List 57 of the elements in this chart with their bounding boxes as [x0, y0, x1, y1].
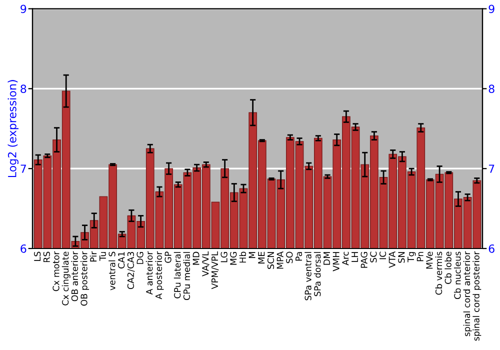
x-tick-label: Cx motor — [52, 251, 60, 292]
x-tick-label: LH — [352, 252, 358, 262]
x-tick-label: VMH — [332, 252, 340, 272]
y-axis-title: Log2 (expression) — [8, 80, 18, 178]
x-tick-label: CPu lateral — [174, 252, 181, 298]
x-tick-label: SO — [286, 252, 293, 264]
x-tick-label: Arc — [342, 252, 349, 266]
y-tick-label: 8 — [20, 84, 26, 94]
x-tick-label: SC — [370, 252, 377, 262]
x-tick-label: VPM/VPL — [212, 251, 219, 290]
x-tick-label: VTA — [388, 251, 396, 268]
x-tick-label: VA/VL — [202, 251, 210, 276]
y2-tick-label: 8 — [488, 84, 494, 94]
x-tick-label: Cb lobe — [444, 252, 452, 284]
x-tick-label: OB posterior — [80, 251, 90, 306]
x-tick-label: Cx cingulate — [62, 252, 70, 306]
x-tick-label: CPu medial — [183, 252, 190, 300]
y2-tick-label: 6 — [488, 244, 494, 253]
x-tick-label: Pn — [416, 252, 424, 262]
x-tick-label: MG — [230, 252, 237, 265]
x-tick-label: Tg — [408, 252, 416, 262]
x-tick-label: A posterior — [155, 251, 164, 300]
y-tick-label: 9 — [20, 4, 26, 14]
y2-tick-label: 7 — [488, 164, 494, 173]
y2-tick-label: 9 — [488, 4, 494, 14]
x-tick-label: PAG — [360, 252, 368, 268]
x-tick-label: MPA — [276, 251, 284, 269]
x-tick-label: GP — [164, 252, 172, 263]
x-tick-label: Pa — [296, 252, 302, 261]
x-tick-label: DM — [324, 252, 330, 265]
x-tick-label: SPa ventral — [304, 252, 312, 300]
x-tick-label: CA1 — [118, 252, 125, 268]
x-tick-label: ME — [258, 252, 265, 264]
x-tick-label: Pir — [90, 251, 97, 262]
x-tick-label: SCN — [267, 252, 274, 269]
x-tick-label: ventral S — [108, 252, 116, 290]
x-tick-label: M — [248, 252, 256, 258]
x-tick-label: spinal cord anterior — [463, 251, 472, 336]
x-tick-label: SPa dorsal — [314, 252, 321, 296]
y-tick-label: 7 — [20, 164, 26, 173]
x-tick-label: MVe — [426, 252, 433, 269]
x-tick-label: SN — [398, 252, 405, 263]
x-tick-label: Cb nucleus — [454, 252, 461, 300]
x-tick-label: DG — [136, 252, 144, 264]
x-tick-label: Tu — [99, 252, 106, 261]
x-tick-label: MD — [192, 252, 200, 265]
y-tick-label: 6 — [20, 244, 26, 253]
x-tick-label: LG — [220, 252, 228, 262]
x-tick-label: LS — [34, 252, 41, 261]
x-tick-label: A anterior — [146, 251, 153, 295]
x-tick-label: IC — [379, 252, 386, 260]
x-tick-label: OB anterior — [71, 251, 78, 302]
x-tick-label: spinal cord posterior — [472, 251, 482, 341]
x-tick-label: CA2/CA3 — [127, 252, 135, 290]
x-tick-label: Hb — [239, 252, 246, 263]
x-tick-label: Cb vermis — [435, 252, 442, 295]
x-tick-label: RS — [43, 252, 50, 262]
